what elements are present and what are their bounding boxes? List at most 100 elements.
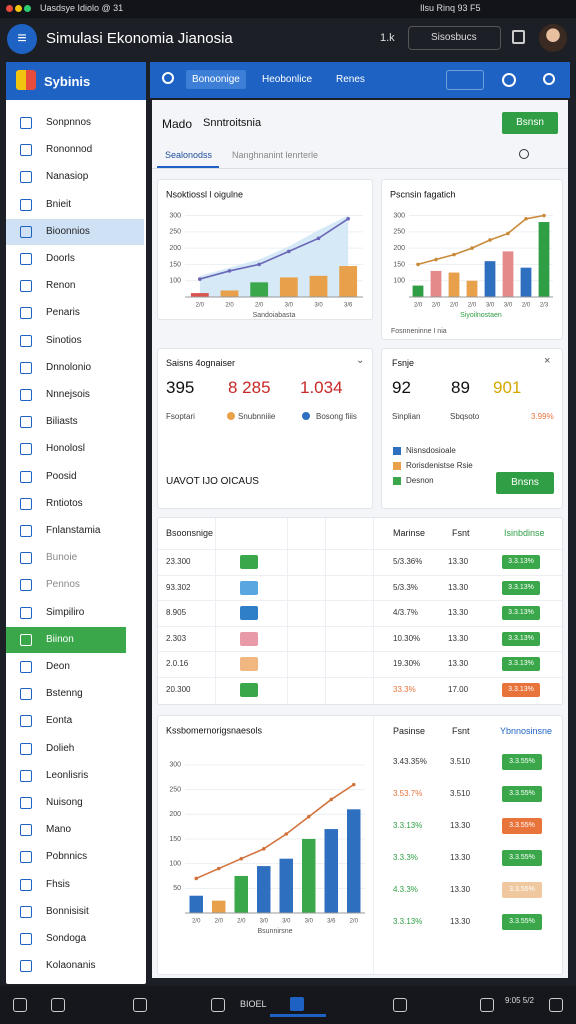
cell: 2.303 bbox=[166, 633, 187, 643]
menu-button[interactable]: ≡ bbox=[7, 24, 37, 54]
avatar[interactable] bbox=[539, 24, 567, 52]
sidebar-label: Bunoie bbox=[46, 552, 78, 564]
sidebar-item[interactable]: Dolieh bbox=[6, 736, 144, 762]
tab[interactable]: Bonoonige bbox=[186, 70, 246, 89]
line-point bbox=[239, 856, 244, 861]
stat-value: 92 bbox=[392, 378, 411, 397]
line-point bbox=[524, 216, 528, 221]
sidebar-item[interactable]: Nnnejsois bbox=[6, 382, 144, 408]
badge: 3.3.55% bbox=[502, 882, 542, 898]
taskbar-icon[interactable] bbox=[133, 998, 147, 1012]
stat-value: 8 285 bbox=[228, 378, 271, 397]
tab[interactable]: Heobonlice bbox=[262, 74, 313, 85]
cell: 2.0.16 bbox=[166, 659, 189, 669]
sidebar-item[interactable]: Biinon bbox=[6, 626, 126, 653]
chart-title: Pscnsin fagatich bbox=[390, 189, 456, 199]
chevron[interactable]: ⌄ bbox=[356, 355, 365, 366]
sidebar-label: Nanasiop bbox=[46, 171, 89, 183]
close-icon[interactable]: × bbox=[544, 355, 551, 367]
sidebar-icon bbox=[20, 253, 32, 265]
taskbar-icon[interactable] bbox=[211, 998, 225, 1012]
cell: 3.43.35% bbox=[393, 757, 427, 766]
taskbar-app[interactable] bbox=[290, 997, 304, 1011]
sidebar-item[interactable]: Rononnod bbox=[6, 137, 144, 163]
sidebar-label: Bioonnios bbox=[46, 225, 90, 237]
stat-value: 901 bbox=[493, 378, 522, 397]
bar bbox=[520, 267, 532, 297]
status-right: Ilsu Rinq 93 F5 bbox=[420, 3, 481, 13]
primary-button[interactable]: Bsnsn bbox=[502, 112, 558, 134]
sidebar-label: Doorls bbox=[46, 253, 75, 264]
cell: 93.302 bbox=[166, 582, 191, 592]
row-divider bbox=[158, 651, 562, 653]
sidebar-item[interactable]: Sonpnnos bbox=[6, 110, 144, 136]
x-tick-label: 2/3 bbox=[540, 303, 549, 309]
subtab[interactable]: Sealonodss bbox=[165, 150, 213, 160]
sidebar-item[interactable]: Doorls bbox=[6, 246, 144, 272]
sidebar-item[interactable]: Kolaonanis bbox=[6, 953, 144, 979]
sidebar-item[interactable]: Poosid bbox=[6, 464, 144, 490]
sidebar-item[interactable]: Mano bbox=[6, 817, 144, 843]
page-subtitle: Snntroitsnia bbox=[203, 117, 262, 129]
notify-icon[interactable] bbox=[512, 30, 525, 44]
sidebar-item[interactable]: Sondoga bbox=[6, 926, 144, 952]
taskbar-time: 9:05 5/2 bbox=[505, 996, 534, 1005]
taskbar-icon[interactable] bbox=[480, 998, 494, 1012]
header-search[interactable] bbox=[162, 72, 174, 84]
sidebar-item[interactable]: Renon bbox=[6, 273, 144, 299]
cell: 8.905 bbox=[166, 608, 187, 618]
sidebar-icon bbox=[20, 688, 32, 701]
x-tick-label: 3/0 bbox=[504, 303, 513, 309]
sidebar-item[interactable]: Pobnnics bbox=[6, 844, 144, 870]
header-icon[interactable] bbox=[543, 73, 555, 85]
sidebar-item[interactable]: Bnieit bbox=[6, 192, 144, 218]
taskbar-icon[interactable] bbox=[393, 998, 407, 1012]
sidebar-item[interactable]: Bunoie bbox=[6, 545, 144, 571]
taskbar-active bbox=[270, 1014, 326, 1017]
stats-button[interactable]: Bnsns bbox=[496, 472, 554, 494]
x-tick-label: 3/0 bbox=[260, 919, 269, 925]
line bbox=[417, 214, 545, 266]
sidebar-item[interactable]: Bstenng bbox=[6, 681, 144, 707]
badge: 3.3.13% bbox=[502, 657, 540, 672]
sidebar-item[interactable]: Eonta bbox=[6, 708, 144, 734]
line-point bbox=[329, 797, 334, 802]
subtab[interactable]: Nanghnanint lenrterle bbox=[232, 150, 319, 160]
sidebar-item[interactable]: Biliasts bbox=[6, 409, 144, 435]
sidebar-item[interactable]: Honolosl bbox=[6, 436, 144, 462]
taskbar-icon[interactable] bbox=[51, 998, 65, 1012]
sidebar-item[interactable]: Penaris bbox=[6, 300, 144, 326]
cell: 23.300 bbox=[166, 557, 191, 566]
subtab-search[interactable] bbox=[519, 149, 529, 159]
sidebar-item[interactable]: Fhsis bbox=[6, 872, 144, 898]
sidebar-item[interactable]: Deon bbox=[6, 654, 144, 680]
search-box[interactable]: Sisosbucs bbox=[408, 26, 501, 50]
stat-label: Snubnniiie bbox=[238, 412, 276, 421]
table-header: Bsoonsnige bbox=[166, 528, 214, 538]
sidebar-item[interactable]: Simpiliro bbox=[6, 600, 144, 626]
chart: Kssbomernorigsnaesols 50 100 150 200 250 300 2/… bbox=[166, 725, 365, 935]
sidebar-icon bbox=[20, 552, 32, 565]
taskbar-icon[interactable] bbox=[549, 998, 563, 1012]
sidebar-item[interactable]: Nuisong bbox=[6, 790, 144, 816]
tab[interactable]: Renes bbox=[336, 74, 365, 85]
x-tick-label: 3/6 bbox=[344, 303, 353, 309]
sidebar-item[interactable]: Nanasiop bbox=[6, 164, 144, 190]
header-icon[interactable] bbox=[502, 73, 516, 87]
header-dropdown[interactable] bbox=[446, 70, 484, 90]
row-divider bbox=[158, 549, 562, 550]
sidebar-icon bbox=[20, 905, 32, 918]
sidebar-item[interactable]: Leonlisris bbox=[6, 763, 144, 789]
sidebar-item[interactable]: Rntiotos bbox=[6, 491, 144, 517]
taskbar-icon[interactable] bbox=[13, 998, 27, 1012]
sidebar-item[interactable]: Dnnolonio bbox=[6, 355, 144, 381]
sidebar-item[interactable]: Fnlanstamia bbox=[6, 518, 144, 544]
sidebar-icon bbox=[20, 497, 32, 510]
stat-label: Bosong fiiis bbox=[316, 412, 357, 421]
sidebar-item[interactable]: Bioonnios bbox=[6, 218, 144, 245]
sidebar-item[interactable]: Bonnisisit bbox=[6, 899, 144, 925]
sidebar-item[interactable]: Pennos bbox=[6, 572, 144, 598]
sidebar-icon bbox=[20, 171, 32, 184]
line-point bbox=[216, 866, 221, 871]
sidebar-item[interactable]: Sinotios bbox=[6, 328, 144, 354]
